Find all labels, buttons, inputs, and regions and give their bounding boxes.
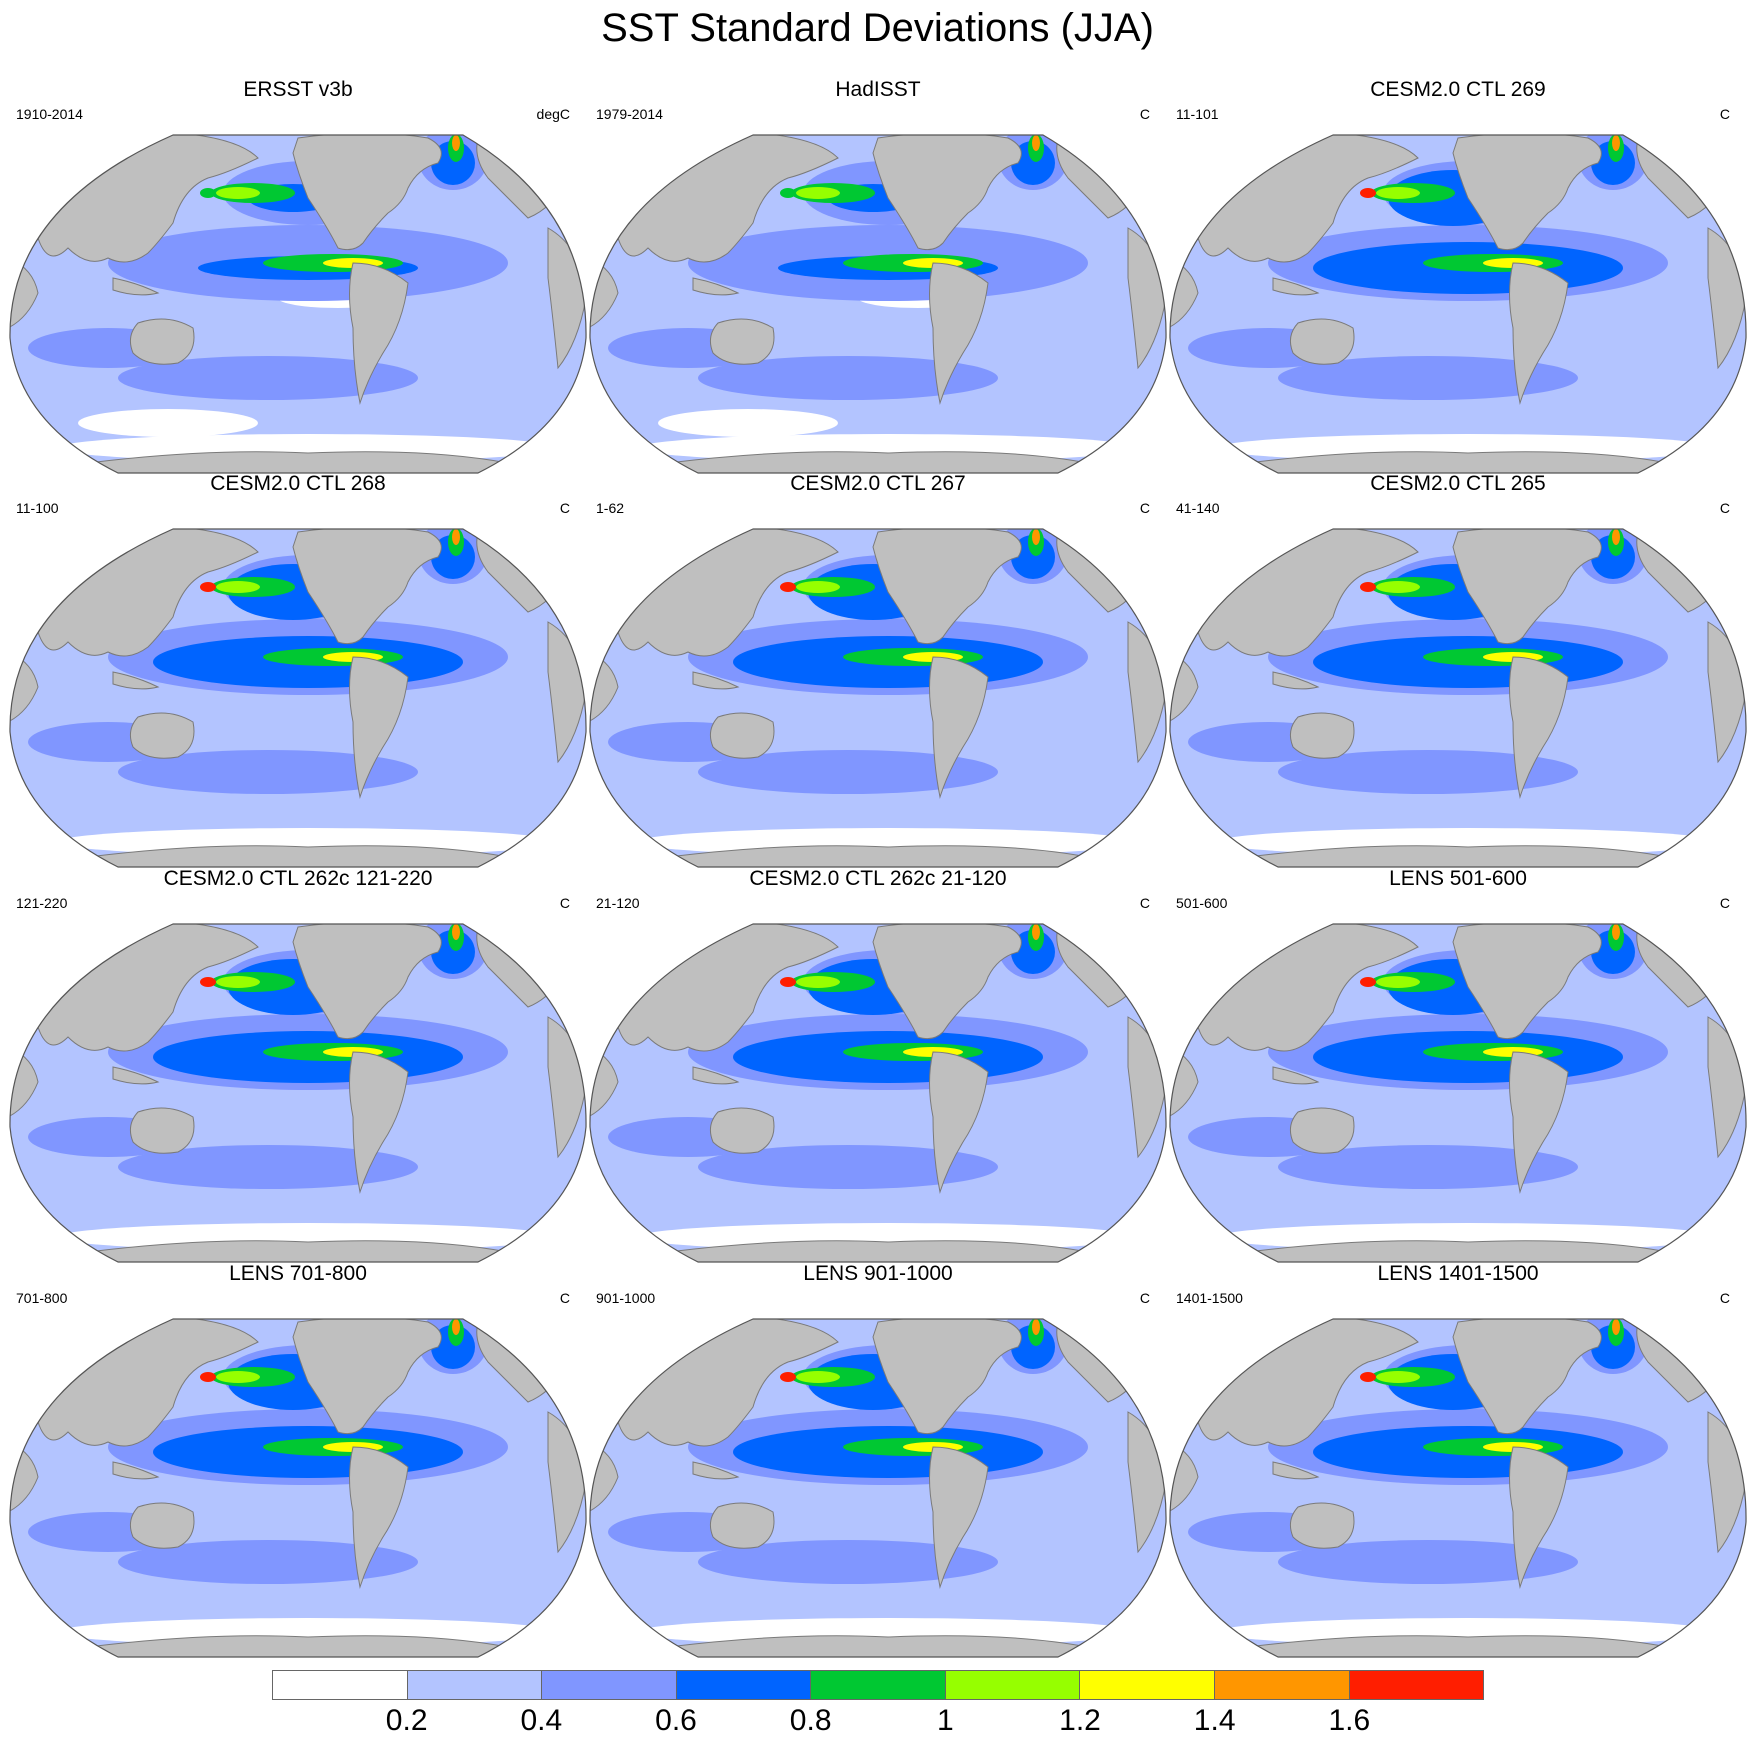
panel-period: 121-220 [16,895,68,911]
panel-title: CESM2.0 CTL 269 [1370,78,1546,101]
colorbar-tick-label: 0.2 [385,1704,428,1737]
panel-period: 11-101 [1176,106,1219,122]
map-svg [589,923,1167,1263]
colorbar-tick-label: 0.4 [520,1704,563,1737]
panel-period: 1-62 [596,500,625,516]
globe-outline [9,134,587,474]
map-svg [1169,1318,1747,1658]
map-panel: CESM2.0 CTL 262c 121-220 121-220 C [8,867,588,1263]
figure-title: SST Standard Deviations (JJA) [601,6,1154,50]
panel-units: C [1139,895,1150,911]
colorbar-swatch [945,1671,1081,1699]
panel-period: 21-120 [596,895,640,911]
panel-units: C [1719,106,1730,122]
colorbar-swatch [1214,1671,1350,1699]
globe-outline [589,1318,1167,1658]
panel-period: 1401-1500 [1176,1290,1243,1306]
map-svg [1169,134,1747,474]
colorbar-swatch [811,1671,946,1699]
map-svg [1169,923,1747,1263]
map-panel: CESM2.0 CTL 269 11-101 C [1168,78,1748,474]
colorbar-tick-label: 0.8 [789,1704,832,1737]
globe-outline [1169,923,1747,1263]
map-panel: LENS 1401-1500 1401-1500 C [1168,1262,1748,1658]
globe-outline [589,528,1167,868]
map-panel: CESM2.0 CTL 262c 21-120 21-120 C [588,867,1168,1263]
map-panel: CESM2.0 CTL 268 11-100 C [8,472,588,868]
panel-title: LENS 901-1000 [803,1262,953,1285]
map-svg [589,1318,1167,1658]
globe-outline [9,923,587,1263]
panel-title: LENS 701-800 [229,1262,367,1285]
map-panel: CESM2.0 CTL 267 1-62 C [588,472,1168,868]
map-panel: LENS 701-800 701-800 C [8,1262,588,1658]
panel-period: 501-600 [1176,895,1228,911]
globe-outline [9,1318,587,1658]
panel-units: degC [536,106,570,122]
map-svg [9,923,587,1263]
colorbar-swatch [676,1671,812,1699]
panel-units: C [1139,500,1150,516]
colorbar-tick-label: 0.6 [655,1704,697,1737]
colorbar-swatch [1349,1671,1484,1699]
globe-outline [9,528,587,868]
panel-title: HadISST [835,78,921,101]
panel-title: ERSST v3b [243,78,353,101]
panel-period: 41-140 [1176,500,1220,516]
map-panel: ERSST v3b 1910-2014 degC [8,78,588,474]
globe-outline [589,923,1167,1263]
panel-units: C [1139,106,1150,122]
panel-title: CESM2.0 CTL 265 [1370,472,1546,495]
globe-outline [589,134,1167,474]
globe-outline [1169,1318,1747,1658]
panel-units: C [1139,1290,1150,1306]
panel-period: 901-1000 [596,1290,656,1306]
colorbar-tick-label: 1.2 [1059,1704,1101,1737]
map-svg [9,528,587,868]
map-svg [1169,528,1747,868]
colorbar-tick-label: 1 [936,1704,954,1737]
globe-outline [1169,134,1747,474]
map-panel: LENS 901-1000 901-1000 C [588,1262,1168,1658]
panel-title: LENS 1401-1500 [1377,1262,1539,1285]
map-svg [589,528,1167,868]
panel-units: C [559,1290,570,1306]
panel-units: C [559,895,570,911]
colorbar-tick-label: 1.6 [1328,1704,1371,1737]
panel-period: 1910-2014 [16,106,83,122]
colorbar-swatch [407,1671,543,1699]
colorbar-swatch [1080,1671,1215,1699]
panel-period: 701-800 [16,1290,68,1306]
map-svg [9,1318,587,1658]
panel-title: CESM2.0 CTL 262c 21-120 [749,867,1007,890]
map-panel: CESM2.0 CTL 265 41-140 C [1168,472,1748,868]
map-panel: HadISST 1979-2014 C [588,78,1168,474]
colorbar-swatch [542,1671,677,1699]
colorbar [272,1670,1484,1700]
colorbar-tick-label: 1.4 [1193,1704,1236,1737]
panel-title: CESM2.0 CTL 262c 121-220 [163,867,433,890]
panel-units: C [1719,500,1730,516]
panel-units: C [1719,895,1730,911]
panel-units: C [559,500,570,516]
map-svg [9,134,587,474]
panel-title: CESM2.0 CTL 267 [790,472,966,495]
map-panel: LENS 501-600 501-600 C [1168,867,1748,1263]
map-svg [589,134,1167,474]
panel-title: LENS 501-600 [1389,867,1527,890]
globe-outline [1169,528,1747,868]
panel-period: 11-100 [16,500,59,516]
panel-units: C [1719,1290,1730,1306]
panel-title: CESM2.0 CTL 268 [210,472,386,495]
panel-period: 1979-2014 [596,106,663,122]
colorbar-swatch [273,1671,408,1699]
